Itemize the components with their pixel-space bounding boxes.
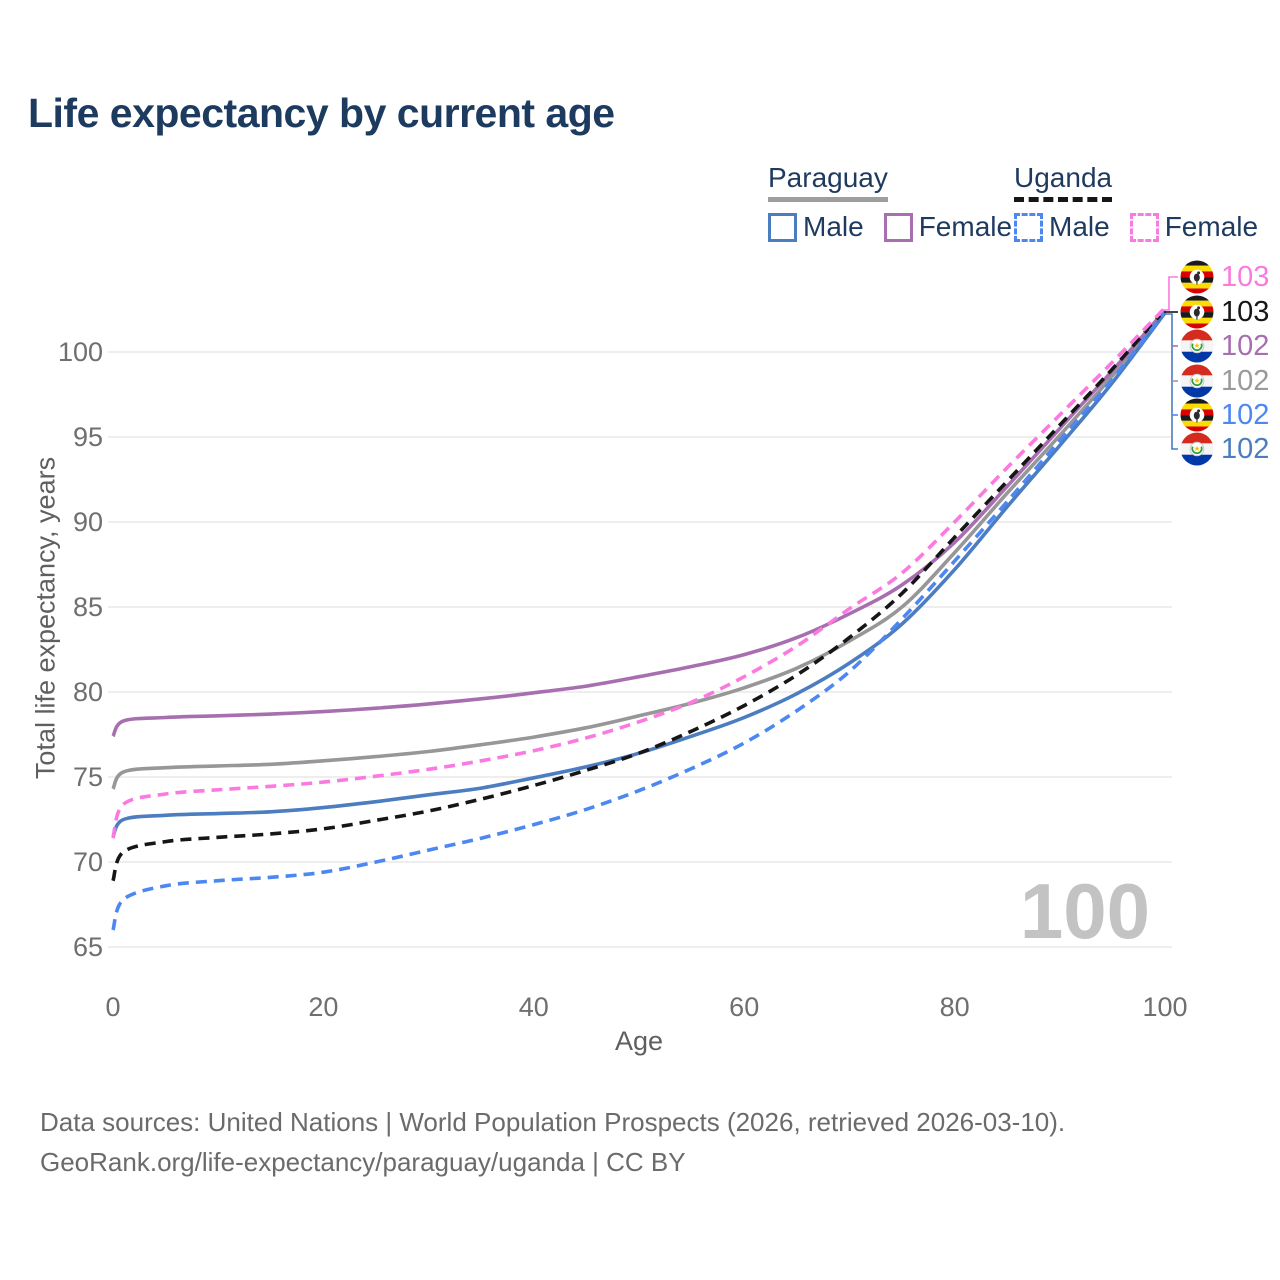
legend-swatch-uganda-female[interactable] [1129,212,1159,242]
series-line-paraguay-total [111,310,1167,790]
y-tick-95: 95 [73,422,103,452]
legend-group-uganda: Uganda Male Female [1014,162,1278,243]
age-counter-watermark: 100 [1019,867,1150,955]
end-label-value: 103 [1221,295,1270,328]
legend-label-paraguay-female[interactable]: Female [918,211,1013,242]
footer-attribution-link[interactable]: GeoRank.org/life-expectancy/paraguay/uga… [40,1147,686,1177]
x-tick-20: 20 [308,992,338,1022]
y-tick-90: 90 [73,507,103,537]
end-label-value: 102 [1221,432,1270,465]
y-tick-80: 80 [73,677,103,707]
series-line-uganda-male [111,310,1167,931]
y-tick-100: 100 [58,337,103,367]
end-label-value: 102 [1221,364,1270,397]
legend-label-uganda-female[interactable]: Female [1164,211,1259,242]
footer-data-sources: Data sources: United Nations | World Pop… [40,1107,1066,1137]
y-tick-85: 85 [73,592,103,622]
legend-header-paraguay[interactable]: Paraguay [768,162,888,202]
legend-swatch-uganda-male[interactable] [1014,212,1043,242]
paraguay-flag-icon [1180,432,1214,466]
end-label-value: 102 [1221,329,1270,362]
x-tick-80: 80 [940,992,970,1022]
x-tick-100: 100 [1142,992,1187,1022]
x-tick-40: 40 [519,992,549,1022]
series-line-uganda-female [111,306,1167,839]
legend-header-uganda[interactable]: Uganda [1014,162,1113,202]
paraguay-flag-icon [1180,364,1214,398]
y-tick-70: 70 [73,847,103,877]
end-label-uganda-total: 103 [1180,295,1269,329]
x-axis-title: Age [614,1026,664,1056]
series-line-paraguay-male [111,311,1167,838]
end-label-paraguay-total: 102 [1180,364,1269,398]
legend-swatch-paraguay-male[interactable] [768,212,797,242]
legend-group-paraguay: Paraguay Male Female [768,162,1032,243]
y-tick-75: 75 [73,762,103,792]
uganda-flag-icon [1180,295,1214,329]
paraguay-flag-icon [1180,329,1214,363]
x-tick-60: 60 [729,992,759,1022]
end-label-uganda-female: 103 [1180,260,1269,294]
end-label-paraguay-male: 102 [1180,432,1269,466]
series-line-uganda-total [111,308,1167,882]
page-title: Life expectancy by current age [28,90,615,136]
y-axis-title: Total life expectancy, years [30,456,61,780]
end-label-value: 103 [1221,260,1270,293]
series-line-paraguay-female [111,309,1167,738]
legend-swatch-paraguay-female[interactable] [883,212,913,242]
uganda-flag-icon [1180,398,1214,432]
uganda-flag-icon [1180,260,1214,294]
x-tick-0: 0 [105,992,120,1022]
legend-label-uganda-male[interactable]: Male [1049,211,1110,242]
end-label-uganda-male: 102 [1180,398,1269,432]
leader-line-0 [1164,276,1178,311]
end-label-paraguay-female: 102 [1180,329,1269,363]
y-tick-65: 65 [73,932,103,962]
end-label-value: 102 [1221,398,1270,431]
legend-label-paraguay-male[interactable]: Male [803,211,864,242]
